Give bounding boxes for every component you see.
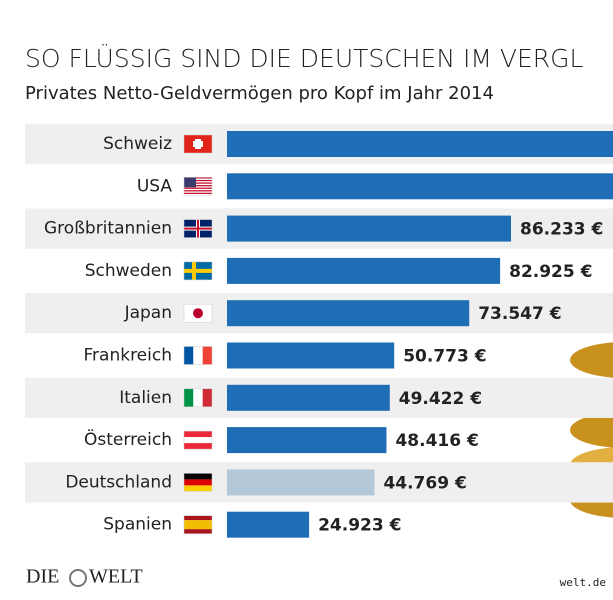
logo-right: WELT: [89, 566, 143, 588]
flag: [183, 430, 213, 450]
flag-border: [183, 303, 213, 323]
category-label: Spanien: [103, 515, 172, 535]
flag-part: [184, 182, 212, 184]
flag-part: [184, 431, 212, 438]
flag-part: [184, 479, 212, 486]
flag-part: [184, 346, 194, 365]
flag-part: [184, 192, 212, 195]
flag: [183, 346, 213, 365]
category-label: Japan: [124, 303, 172, 323]
flag-part: [184, 443, 212, 450]
flag-part: [202, 346, 212, 365]
bar: [227, 384, 390, 411]
flag-part: [184, 185, 212, 187]
flag-border: [183, 261, 213, 281]
value-label: 50.773 €: [403, 347, 486, 367]
category-label: Schweden: [85, 261, 172, 281]
flag-part: [184, 268, 212, 273]
flag: [183, 261, 213, 281]
flag: [183, 388, 213, 408]
category-label: Schweiz: [103, 134, 172, 154]
category-label: USA: [137, 176, 173, 196]
flag: [183, 473, 213, 492]
source: welt.de: [560, 576, 606, 589]
flag-part: [184, 177, 196, 188]
flag-border: [183, 219, 213, 238]
flag-border: [183, 346, 213, 365]
bar: [227, 511, 310, 538]
bar: [227, 257, 501, 284]
flag-border: [183, 473, 213, 492]
value-label: 86.233 €: [520, 220, 603, 240]
value-label: 49.422 €: [399, 389, 482, 409]
bar: [227, 342, 395, 369]
category-label: Italien: [119, 388, 172, 408]
flag-part: [197, 219, 199, 238]
value-label: 82.925 €: [509, 262, 592, 282]
value-label: 73.547 €: [478, 304, 561, 324]
flag-part: [193, 141, 203, 147]
category-label: Großbritannien: [44, 219, 172, 239]
value-label: 44.769 €: [383, 473, 466, 493]
chart-title: SO FLÜSSIG SIND DIE DEUTSCHEN IM VERGL: [25, 43, 584, 73]
flag: [183, 515, 213, 534]
flag-part: [184, 473, 212, 480]
flag: [183, 303, 213, 323]
flag-part: [193, 388, 203, 407]
flag-part: [202, 388, 212, 407]
flag-part: [184, 485, 212, 492]
category-label: Frankreich: [84, 346, 173, 366]
logo-left: DIE: [26, 566, 59, 588]
value-label: 48.416 €: [395, 431, 478, 451]
bar: [227, 215, 512, 242]
flag-part: [193, 346, 203, 365]
flag: [183, 134, 213, 154]
flag-border: [183, 134, 213, 154]
flag-border: [183, 177, 213, 196]
flag-border: [183, 388, 213, 408]
flag-part: [184, 187, 212, 189]
category-label: Österreich: [84, 428, 172, 450]
flag-part: [184, 529, 212, 534]
flag-part: [184, 178, 212, 180]
value-label: 24.923 €: [318, 516, 401, 536]
flag-part: [184, 179, 212, 182]
flag-part: [184, 190, 212, 192]
flag-part: [184, 177, 212, 179]
logo-globe: [69, 569, 87, 587]
bar: [227, 131, 613, 157]
chart-subtitle: Privates Netto-Geldvermögen pro Kopf im …: [25, 83, 494, 104]
flag-part: [184, 388, 194, 407]
flag: [183, 219, 213, 238]
bar: [227, 427, 387, 454]
flag-border: [183, 515, 213, 534]
flag-part: [184, 520, 212, 530]
bar: [227, 469, 375, 496]
flag-part: [184, 515, 212, 521]
bar: [227, 300, 470, 327]
flag-part: [193, 308, 203, 319]
category-label: Deutschland: [65, 472, 172, 492]
flag: [183, 177, 213, 196]
bar: [227, 173, 613, 200]
flag-part: [184, 437, 212, 444]
flag-border: [183, 430, 213, 450]
